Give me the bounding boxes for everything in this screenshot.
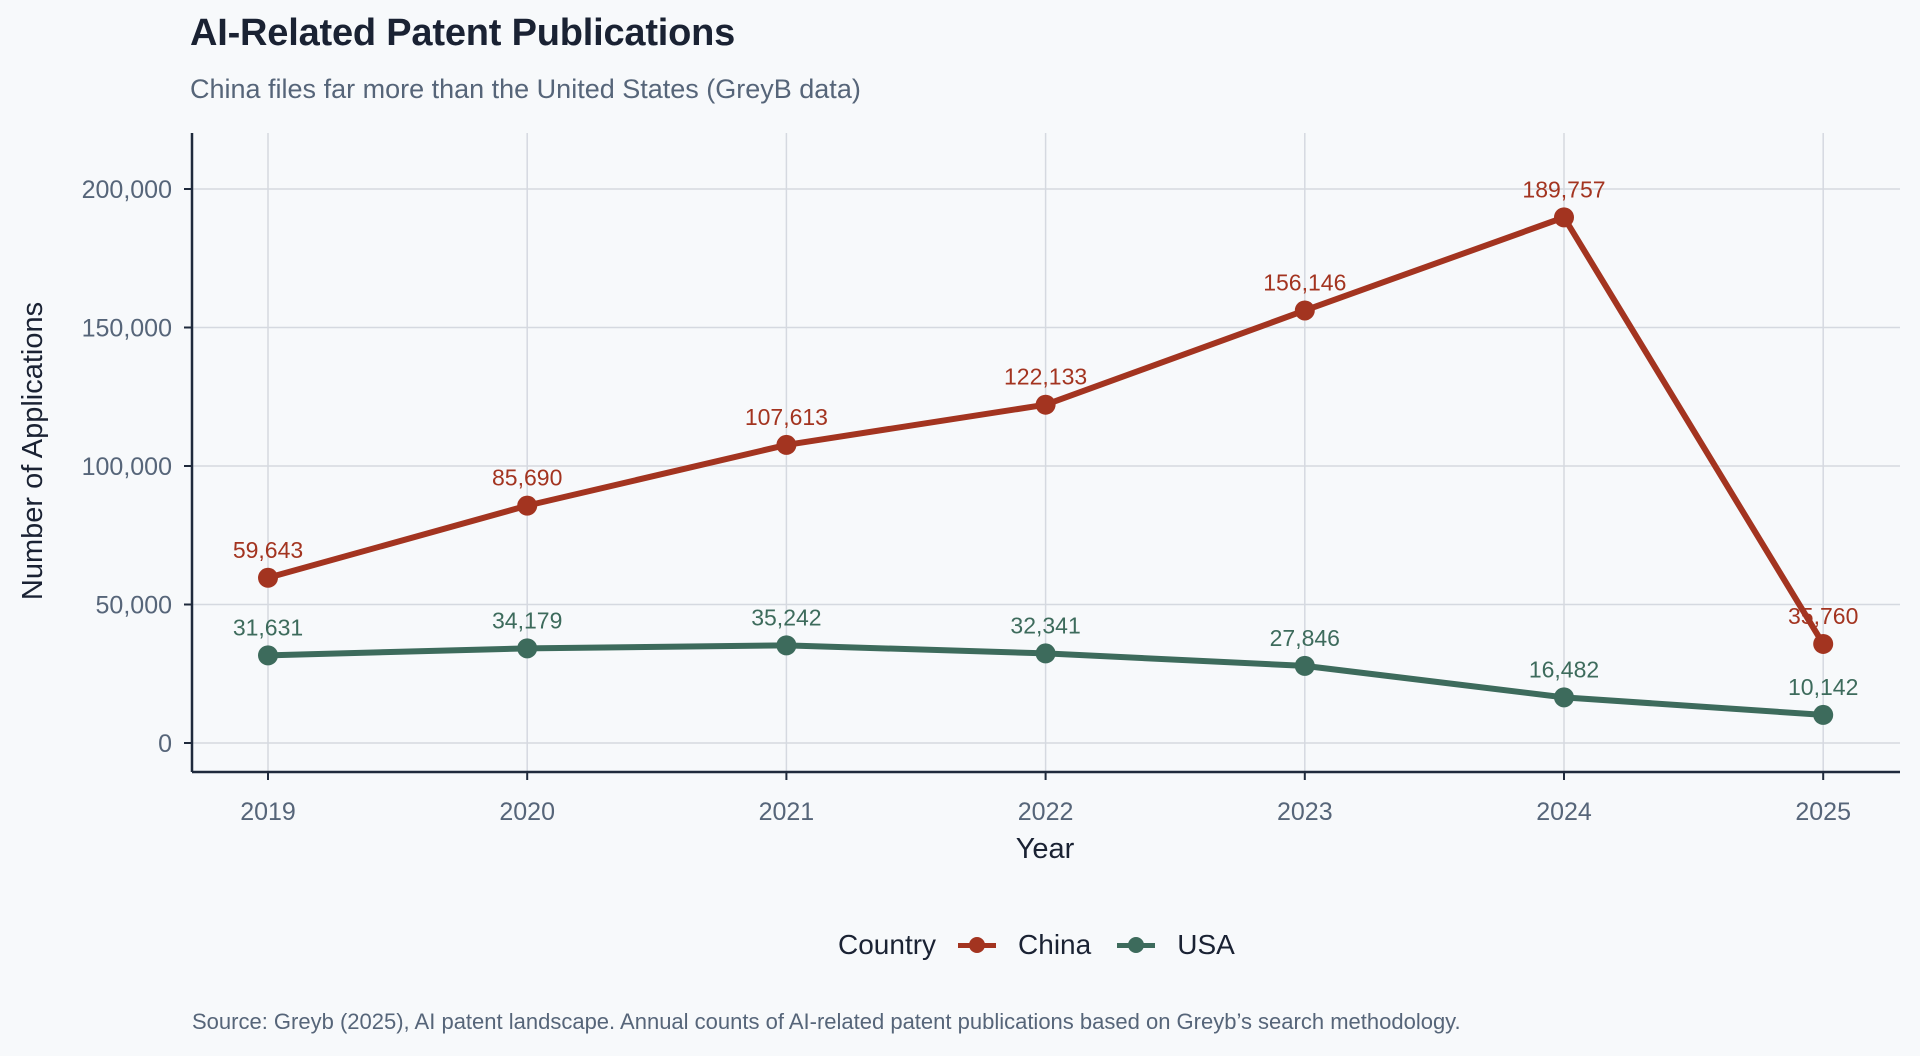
legend-label-china[interactable]: China	[1018, 929, 1092, 960]
data-point-usa	[517, 638, 538, 659]
source-caption: Source: Greyb (2025), AI patent landscap…	[192, 1009, 1461, 1034]
y-tick-label: 200,000	[82, 176, 172, 204]
x-tick-label: 2020	[499, 798, 555, 826]
data-point-usa	[1813, 704, 1834, 725]
data-label-china: 35,760	[1788, 603, 1858, 629]
data-point-usa	[1554, 687, 1574, 708]
data-point-china	[1813, 633, 1834, 654]
data-label-china: 156,146	[1263, 269, 1346, 295]
data-point-china	[258, 567, 278, 588]
x-tick-label: 2025	[1795, 798, 1851, 826]
data-label-china: 107,613	[745, 404, 828, 430]
data-label-usa: 16,482	[1529, 656, 1599, 682]
y-tick-label: 50,000	[96, 592, 172, 620]
legend-label-usa[interactable]: USA	[1177, 929, 1235, 960]
data-label-usa: 35,242	[751, 604, 821, 630]
y-tick-label: 100,000	[82, 453, 172, 481]
legend: Country China USA	[838, 925, 1261, 965]
y-axis-ticks: 0 50,000 100,000 150,000 200,000	[82, 176, 192, 758]
chart-title: AI-Related Patent Publications	[190, 12, 736, 54]
data-point-china	[1035, 394, 1056, 415]
data-labels-layer: 59,643 85,690 107,613 122,133 156,146 189,757…	[233, 176, 1859, 700]
legend-key-usa[interactable]	[1117, 935, 1156, 955]
legend-marker-china	[969, 937, 986, 953]
x-tick-label: 2022	[1018, 798, 1074, 826]
x-axis-label: Year	[1016, 833, 1075, 865]
x-tick-label: 2023	[1277, 798, 1333, 826]
data-label-usa: 10,142	[1788, 674, 1858, 700]
x-tick-label: 2019	[240, 798, 296, 826]
data-point-china	[1554, 207, 1574, 228]
y-tick-label: 0	[158, 730, 172, 758]
x-tick-label: 2024	[1536, 798, 1592, 826]
gridlines	[192, 133, 1900, 772]
y-axis-label: Number of Applications	[17, 302, 49, 600]
x-tick-label: 2021	[759, 798, 815, 826]
data-label-usa: 27,846	[1270, 625, 1340, 651]
data-point-usa	[258, 645, 278, 666]
x-axis-ticks: 2019 2020 2021 2022 2023 2024 2025	[240, 772, 1851, 826]
legend-title: Country	[838, 929, 937, 960]
data-point-china	[776, 434, 797, 455]
data-label-usa: 34,179	[492, 607, 562, 633]
data-point-usa	[1035, 643, 1056, 664]
data-point-usa	[1294, 655, 1315, 676]
data-label-china: 59,643	[233, 537, 303, 563]
data-point-usa	[776, 635, 797, 656]
series-layer	[258, 207, 1834, 725]
data-label-usa: 32,341	[1010, 612, 1080, 638]
legend-key-china[interactable]	[958, 935, 997, 955]
chart-subtitle: China files far more than the United Sta…	[190, 74, 861, 104]
data-point-china	[517, 495, 538, 516]
data-label-china: 189,757	[1522, 176, 1605, 202]
legend-marker-usa	[1128, 937, 1145, 953]
data-label-china: 122,133	[1004, 364, 1087, 390]
y-tick-label: 150,000	[82, 315, 172, 343]
data-label-china: 85,690	[492, 465, 562, 491]
data-point-china	[1294, 300, 1315, 321]
data-label-usa: 31,631	[233, 614, 303, 640]
